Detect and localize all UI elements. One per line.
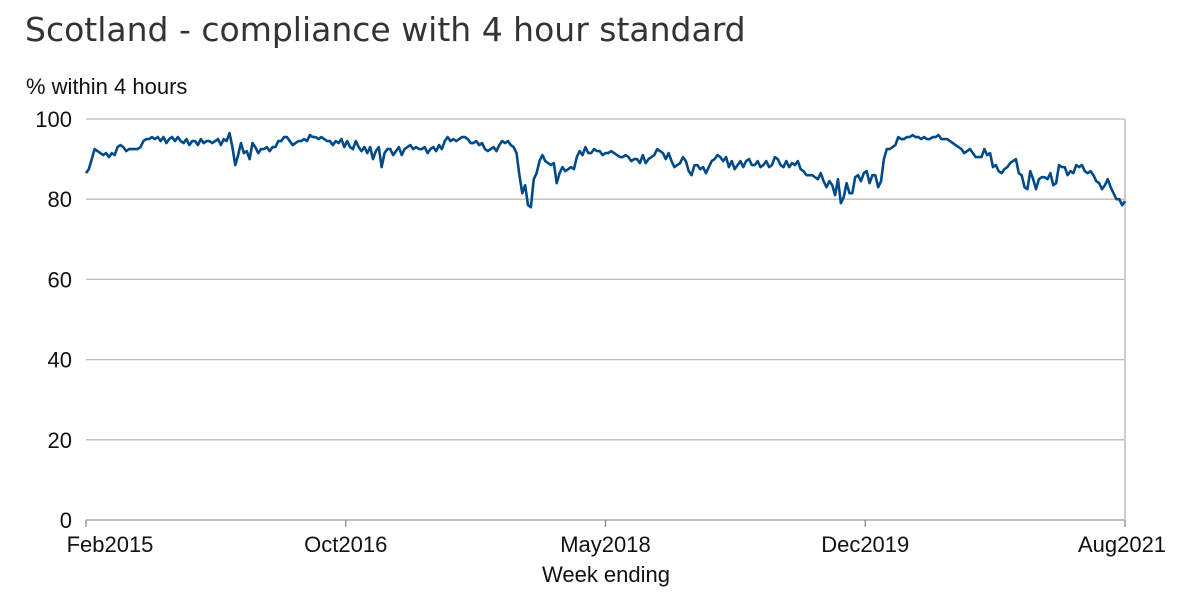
series-line-0 xyxy=(84,131,1127,209)
y-tick-label: 0 xyxy=(60,508,72,533)
series-layer xyxy=(84,131,1127,209)
x-tick-label: May2018 xyxy=(560,532,651,557)
axes: 0 20 40 60 80 100 Feb2015 Oct2016 May2018 Dec2019… xyxy=(35,107,1166,557)
chart-title: Scotland - compliance with 4 hour standa… xyxy=(25,10,746,49)
x-tick-label: Dec2019 xyxy=(821,532,909,557)
y-tick-label: 80 xyxy=(48,187,72,212)
y-tick-label: 60 xyxy=(48,267,72,292)
x-tick-label: Aug2021 xyxy=(1078,532,1166,557)
y-tick-label: 20 xyxy=(48,428,72,453)
y-axis-label: % within 4 hours xyxy=(26,74,188,99)
x-axis-label: Week ending xyxy=(541,562,670,587)
y-tick-label: 40 xyxy=(48,348,72,373)
x-tick-label: Feb2015 xyxy=(67,532,154,557)
y-tick-label: 100 xyxy=(35,107,72,132)
x-tick-label: Oct2016 xyxy=(304,532,387,557)
gridlines xyxy=(86,118,1126,521)
